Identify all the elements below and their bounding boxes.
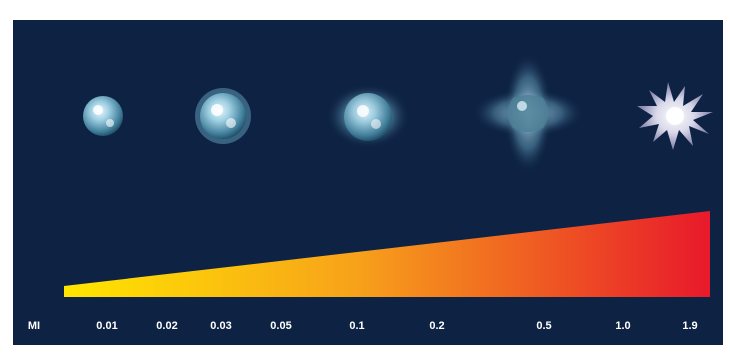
mi-tick-label: 0.05 [270,320,292,332]
bubble-stable-icon [83,96,123,136]
intensity-gradient-wedge [64,211,710,297]
bubble-inertial-cavitation-icon [637,82,713,150]
mi-scale: MI 0.01 0.02 0.03 0.05 0.1 0.2 0.5 1.0 1… [13,20,723,345]
mi-tick-label: 0.03 [210,320,232,332]
bubble-stable-cavitation-icon [326,84,410,148]
bubble-oscillating-icon [195,88,251,144]
mi-tick-label: 0.2 [429,320,445,332]
diagram-panel: MI 0.01 0.02 0.03 0.05 0.1 0.2 0.5 1.0 1… [13,20,723,345]
bubble-stage [64,53,713,297]
mi-tick-label: 1.9 [682,320,698,332]
mi-tick-label: 0.01 [96,320,118,332]
mi-tick-label: 1.0 [615,320,631,332]
bubble-deformation-icon [472,53,584,173]
mi-axis-label: MI [27,320,41,332]
mi-tick-label: 0.5 [536,320,552,332]
mi-tick-label: 0.02 [156,320,178,332]
mi-tick-label: 0.1 [349,320,365,332]
